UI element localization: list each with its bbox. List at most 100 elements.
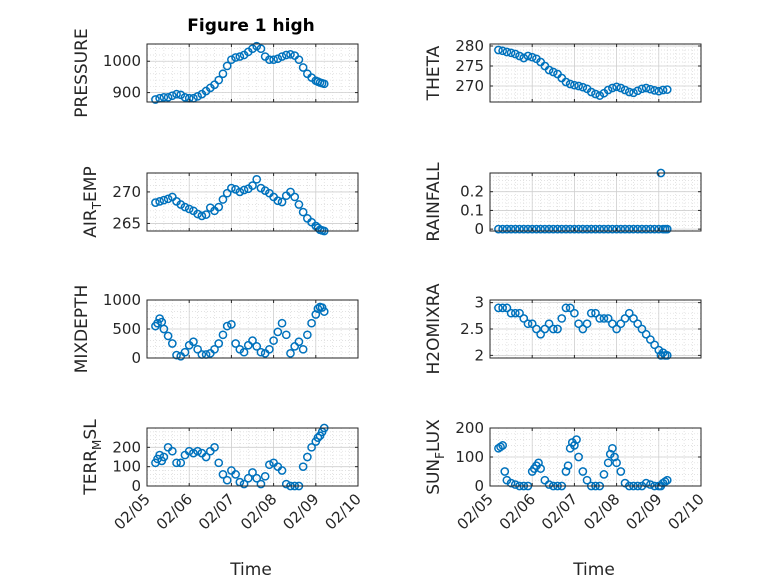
data-point	[319, 79, 329, 89]
data-point	[298, 344, 308, 354]
axes-frame	[489, 172, 702, 232]
data-point	[277, 318, 287, 328]
data-point	[214, 339, 224, 348]
data-point	[277, 197, 287, 207]
data-point	[650, 86, 659, 95]
data-point	[167, 339, 177, 348]
data-point	[502, 224, 512, 234]
data-point	[506, 308, 516, 318]
data-point	[570, 80, 579, 90]
data-point	[510, 308, 520, 318]
data-point	[159, 195, 169, 205]
y-tick-label: 0.2	[460, 183, 484, 201]
data-point	[519, 314, 529, 323]
subplot-5: 0 500 1000 MIXDEPTH	[72, 285, 359, 373]
data-point	[650, 340, 659, 350]
data-point	[193, 92, 202, 101]
data-point	[641, 329, 651, 339]
data-point	[163, 194, 173, 204]
data-point	[298, 207, 308, 217]
data-point	[586, 87, 596, 97]
y-tick-label: 0	[131, 349, 141, 367]
data-point	[557, 314, 567, 323]
data-point	[646, 480, 655, 489]
data-point	[201, 452, 211, 462]
data-point	[180, 202, 190, 212]
y-tick-label: 3	[474, 294, 484, 312]
data-point	[616, 224, 626, 234]
data-point	[269, 336, 278, 345]
data-point	[294, 200, 304, 209]
subplot-2: 270 275 280 THETA	[424, 37, 702, 103]
data-point	[313, 433, 323, 443]
data-point	[510, 224, 520, 234]
axes-frame	[146, 172, 359, 232]
data-point	[243, 473, 253, 483]
data-point	[662, 224, 672, 234]
data-point	[574, 224, 583, 234]
data-point	[227, 55, 236, 65]
y-tick-label: 280	[455, 37, 484, 55]
data-point	[286, 349, 295, 358]
data-point	[252, 174, 262, 184]
data-point	[561, 303, 571, 313]
data-point	[498, 46, 508, 56]
data-point	[557, 224, 567, 234]
data-point	[189, 337, 198, 347]
y-tick-label: 900	[112, 84, 141, 102]
y-axis-label: AIRTEMP	[81, 166, 104, 237]
data-point	[273, 327, 283, 337]
data-point	[496, 442, 505, 452]
data-point	[214, 75, 224, 85]
y-axis-label: THETA	[424, 45, 444, 101]
data-point	[218, 470, 228, 479]
data-point	[256, 183, 266, 193]
data-point	[616, 467, 626, 476]
axes-background	[490, 173, 701, 231]
data-point	[500, 467, 510, 476]
data-point	[658, 85, 668, 95]
data-point	[637, 224, 647, 234]
data-point	[248, 468, 257, 477]
data-point	[506, 224, 516, 234]
data-point	[231, 53, 240, 62]
data-point	[523, 319, 533, 329]
data-point	[578, 82, 588, 92]
data-point	[536, 329, 545, 339]
data-point	[660, 477, 670, 486]
data-point	[523, 224, 533, 234]
data-point	[570, 308, 579, 318]
axes-frame	[146, 427, 359, 487]
data-point	[239, 185, 249, 195]
data-point	[214, 458, 224, 468]
data-point	[540, 324, 550, 334]
data-point	[227, 183, 236, 193]
data-point	[608, 319, 617, 329]
data-point	[265, 344, 274, 354]
data-point	[561, 77, 571, 87]
subplot-4: 00.10.2 RAINFALL	[424, 162, 702, 242]
data-point	[616, 319, 626, 329]
data-point	[650, 224, 659, 234]
data-point	[544, 480, 554, 489]
data-point	[616, 83, 626, 93]
y-axis-label: RAINFALL	[424, 162, 444, 242]
data-point	[163, 331, 173, 341]
x-axis-label-left: Time	[229, 560, 272, 580]
data-point	[561, 224, 571, 234]
data-point	[603, 224, 613, 234]
data-point	[189, 448, 198, 458]
data-point	[176, 200, 186, 209]
data-point	[235, 187, 245, 197]
data-point	[235, 52, 245, 61]
data-point	[591, 308, 600, 318]
data-point	[153, 318, 162, 328]
data-point	[641, 83, 651, 93]
y-tick-label: 200	[112, 438, 141, 456]
data-point	[502, 47, 512, 57]
subplot-1: 900 1000 PRESSURE	[72, 28, 359, 118]
data-point	[201, 210, 211, 219]
data-point	[578, 224, 588, 234]
data-point	[260, 471, 270, 481]
y-tick-label: 200	[455, 419, 484, 437]
